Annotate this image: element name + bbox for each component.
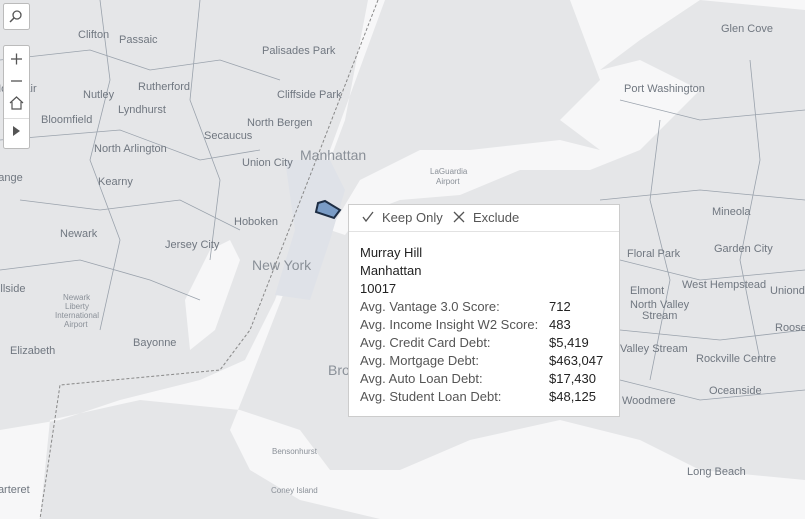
place-label: Carteret (0, 484, 30, 496)
manhattan (275, 160, 345, 300)
tooltip-value: $17,430 (549, 371, 596, 386)
place-label: Bloomfield (41, 114, 92, 126)
tooltip-value: $463,047 (549, 353, 603, 368)
place-label: Newark (60, 228, 98, 240)
place-label: Rutherford (138, 81, 190, 93)
place-label: Union City (242, 157, 293, 169)
place-label: North Bergen (247, 117, 312, 129)
place-label: Orange (0, 172, 23, 184)
place-label: Hillside (0, 283, 25, 295)
tooltip-value: 712 (549, 299, 571, 314)
exclude-button[interactable]: Exclude (473, 210, 519, 225)
keep-only-button[interactable]: Keep Only (382, 210, 443, 225)
home-button[interactable] (9, 96, 24, 110)
place-label: International (55, 311, 99, 320)
check-icon[interactable] (362, 211, 374, 223)
place-label: Hoboken (234, 216, 278, 228)
search-button[interactable] (3, 3, 30, 30)
place-label: Bensonhurst (272, 447, 318, 456)
place-label: Liberty (65, 302, 89, 311)
place-label: Clifton (78, 29, 109, 41)
place-label: LaGuardia (430, 167, 468, 176)
place-label: Cliffside Park (277, 89, 342, 101)
place-label: Airport (64, 320, 88, 329)
place-label: Valley Stream (620, 343, 688, 355)
zoom-in-button[interactable] (11, 53, 22, 65)
place-label: Woodmere (622, 395, 676, 407)
exclude-icon[interactable] (453, 211, 465, 223)
tooltip-label: Avg. Income Insight W2 Score: (360, 317, 538, 332)
place-label: Mineola (712, 206, 751, 218)
place-label: New York (252, 257, 312, 273)
tooltip-value: 483 (549, 317, 571, 332)
place-label: Roosevelt (775, 322, 805, 334)
place-label: Secaucus (204, 130, 253, 142)
place-label: Port Washington (624, 83, 705, 95)
tooltip-title: 10017 (360, 281, 396, 296)
tooltip-value: $5,419 (549, 335, 589, 350)
place-label: Glen Cove (721, 23, 773, 35)
place-label: Garden City (714, 243, 773, 255)
place-label: Nutley (83, 89, 115, 101)
place-label: West Hempstead (682, 279, 766, 291)
place-label: Lyndhurst (118, 104, 166, 116)
place-label: North Valley (630, 299, 690, 311)
tooltip-label: Avg. Vantage 3.0 Score: (360, 299, 500, 314)
place-label: North Arlington (94, 143, 167, 155)
place-label: Jersey City (165, 239, 220, 251)
place-label: Kearny (98, 176, 133, 188)
tooltip-label: Avg. Mortgage Debt: (360, 353, 479, 368)
tooltip-label: Avg. Credit Card Debt: (360, 335, 491, 350)
tooltip-label: Avg. Auto Loan Debt: (360, 371, 483, 386)
selected-area[interactable] (314, 199, 342, 220)
tooltip-box (348, 204, 620, 417)
place-label: Rockville Centre (696, 353, 776, 365)
place-label: Stream (642, 310, 677, 322)
tooltip-label: Avg. Student Loan Debt: (360, 389, 501, 404)
pan-button[interactable] (13, 126, 20, 136)
place-label: Bayonne (133, 337, 176, 349)
place-label: Elizabeth (10, 345, 55, 357)
map-toolbar (3, 3, 30, 149)
place-label: Passaic (119, 34, 158, 46)
place-label: Coney Island (271, 486, 318, 495)
place-label: Long Beach (687, 466, 746, 478)
place-label: Newark (63, 293, 91, 302)
place-label: Oceanside (709, 385, 762, 397)
place-label: Manhattan (300, 147, 366, 163)
place-label: Floral Park (627, 248, 681, 260)
tooltip-value: $48,125 (549, 389, 596, 404)
place-label: Uniondale (770, 285, 805, 297)
tooltip: Keep Only Exclude Murray Hill Manhattan 10… (348, 204, 620, 417)
place-label: Elmont (630, 285, 664, 297)
tooltip-title: Manhattan (360, 263, 421, 278)
place-label: Airport (436, 177, 460, 186)
tooltip-title: Murray Hill (360, 245, 422, 260)
place-label: Palisades Park (262, 45, 336, 57)
